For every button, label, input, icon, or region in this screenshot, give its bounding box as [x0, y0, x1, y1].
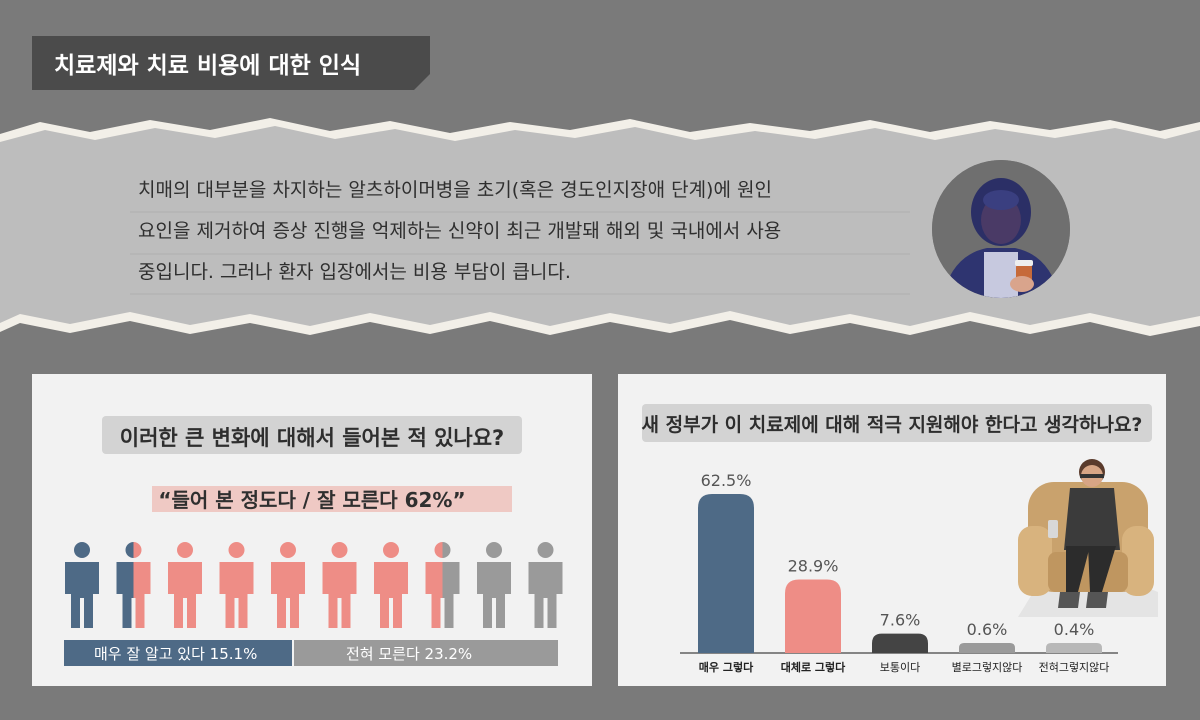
question-brush: [642, 404, 1152, 442]
elderly-patient-icon: [932, 160, 1070, 298]
support-bar-chart: 62.5% 매우 그렇다 28.9% 대체로 그렇다 7.6% 보통이다 0.6% 별로그렇지…: [680, 471, 1118, 674]
question-brush: [102, 416, 522, 454]
bar-value-label: 7.6%: [880, 611, 921, 630]
person-icon: [219, 542, 254, 628]
category-label: 별로그렇지않다: [952, 661, 1023, 674]
person-icon: [425, 542, 460, 628]
torn-paper-graphic: [0, 118, 1200, 336]
category-label: 보통이다: [880, 661, 920, 674]
pictogram-chart: [65, 542, 563, 628]
person-icon: [322, 542, 357, 628]
highlight-quote: “들어 본 정도다 / 잘 모른다 62%”: [158, 488, 466, 512]
intro-line: 중입니다. 그러나 환자 입장에서는 비용 부담이 큽니다.: [138, 261, 571, 283]
patient-illustration: [932, 160, 1070, 298]
section-title-tag: 치료제와 치료 비용에 대한 인식: [32, 36, 430, 90]
bar: [785, 579, 841, 653]
highlight-brush: [152, 486, 512, 512]
bar-value-label: 0.4%: [1054, 620, 1095, 639]
legend-unknown-label: 전혀 모른다 23.2%: [346, 644, 473, 663]
awareness-question: 이러한 큰 변화에 대해서 들어본 적 있나요?: [119, 426, 505, 450]
bar: [698, 494, 754, 653]
support-question: 새 정부가 이 치료제에 대해 적극 지원해야 한다고 생각하나요?: [641, 414, 1143, 436]
section-title: 치료제와 치료 비용에 대한 인식: [54, 53, 362, 79]
legend-unknown: 전혀 모른다 23.2%: [294, 640, 558, 666]
person-icon: [116, 542, 151, 628]
person-icon: [65, 542, 99, 628]
bar-value-label: 28.9%: [788, 556, 839, 575]
person-icon: [477, 542, 511, 628]
bar: [1046, 643, 1102, 653]
legend-well-known-label: 매우 잘 알고 있다 15.1%: [94, 644, 258, 663]
bar-value-label: 62.5%: [701, 471, 752, 490]
torn-paper-banner: [0, 116, 1200, 340]
person-icon: [528, 542, 563, 628]
person-icon: [374, 542, 408, 628]
category-label: 전혀그렇지않다: [1039, 661, 1110, 674]
bar: [872, 633, 928, 653]
bar: [959, 643, 1015, 653]
person-icon: [168, 542, 202, 628]
intro-paragraph: 치매의 대부분을 차지하는 알츠하이머병을 초기(혹은 경도인지장애 단계)에 …: [138, 170, 913, 293]
man-in-armchair-illustration: [1018, 459, 1158, 617]
intro-line: 요인을 제거하여 증상 진행을 억제하는 신약이 최근 개발돼 해외 및 국내에…: [138, 220, 782, 242]
category-label: 매우 그렇다: [699, 660, 754, 674]
legend-well-known: 매우 잘 알고 있다 15.1%: [64, 640, 292, 666]
support-card: 새 정부가 이 치료제에 대해 적극 지원해야 한다고 생각하나요? 62.5%…: [618, 374, 1166, 686]
bar-value-label: 0.6%: [967, 620, 1008, 639]
person-icon: [271, 542, 305, 628]
intro-line: 치매의 대부분을 차지하는 알츠하이머병을 초기(혹은 경도인지장애 단계)에 …: [138, 179, 772, 201]
awareness-card: 이러한 큰 변화에 대해서 들어본 적 있나요? “들어 본 정도다 / 잘 모…: [32, 374, 592, 686]
category-label: 대체로 그렇다: [781, 660, 846, 674]
